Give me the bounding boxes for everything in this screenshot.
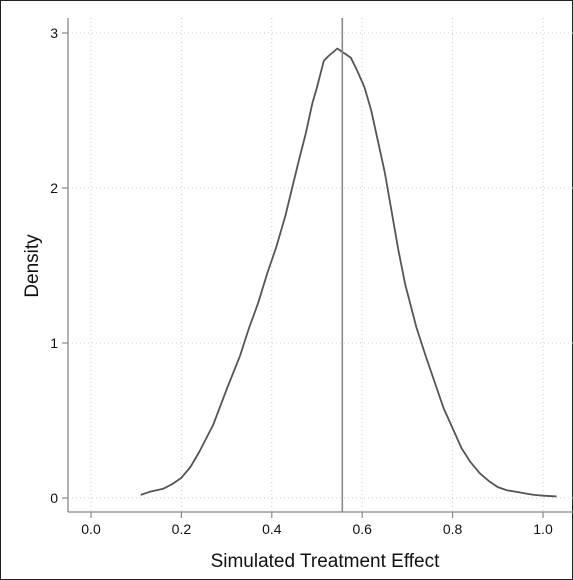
x-tick-label: 0.0: [81, 521, 101, 537]
y-tick-label: 2: [50, 180, 58, 196]
axes: 0.0 0.2 0.4 0.6 0.8 1.0 0 1 2 3: [50, 18, 573, 537]
series-layer: [140, 47, 557, 498]
y-tick-label: 0: [50, 490, 58, 506]
x-tick-label: 0.8: [443, 521, 463, 537]
x-tick-label: 0.6: [352, 521, 372, 537]
gridlines: [72, 18, 573, 511]
y-axis-title: Density: [22, 234, 43, 298]
x-axis-title: Simulated Treatment Effect: [211, 551, 441, 572]
x-tick-label: 0.2: [172, 521, 192, 537]
x-tick-label: 0.4: [262, 521, 282, 537]
density-curve: [140, 47, 557, 498]
y-tick-label: 3: [50, 25, 58, 41]
y-tick-label: 1: [50, 335, 58, 351]
x-tick-label: 1.0: [533, 521, 553, 537]
